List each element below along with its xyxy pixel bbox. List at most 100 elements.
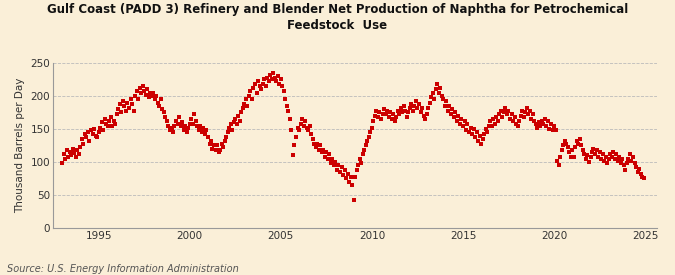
Point: [591, 148, 602, 152]
Point: [86, 128, 97, 133]
Point: [59, 152, 70, 156]
Point: [471, 130, 482, 134]
Point: [360, 143, 371, 148]
Point: [95, 125, 105, 130]
Point: [265, 73, 275, 77]
Point: [104, 119, 115, 123]
Point: [363, 135, 374, 139]
Point: [560, 139, 570, 143]
Point: [286, 128, 297, 133]
Point: [76, 137, 87, 141]
Point: [84, 139, 95, 143]
Point: [537, 119, 547, 123]
Point: [274, 82, 285, 86]
Point: [459, 119, 470, 123]
Point: [190, 119, 201, 123]
Point: [134, 86, 145, 90]
Point: [300, 119, 310, 123]
Point: [620, 168, 630, 172]
Point: [70, 155, 81, 160]
Point: [64, 150, 75, 154]
Point: [454, 122, 465, 126]
Point: [301, 125, 312, 130]
Point: [115, 102, 126, 106]
Point: [225, 122, 236, 126]
Point: [335, 170, 346, 174]
Point: [183, 125, 194, 130]
Point: [219, 139, 230, 143]
Point: [289, 143, 300, 148]
Point: [381, 108, 392, 113]
Point: [579, 152, 590, 156]
Point: [72, 148, 83, 152]
Point: [201, 128, 212, 133]
Point: [327, 156, 338, 161]
Point: [189, 112, 200, 117]
Point: [509, 115, 520, 119]
Point: [310, 145, 321, 150]
Point: [119, 104, 130, 108]
Point: [348, 198, 359, 202]
Point: [448, 115, 459, 119]
Point: [503, 108, 514, 113]
Point: [608, 150, 618, 154]
Point: [154, 104, 165, 108]
Point: [531, 122, 541, 126]
Point: [639, 176, 649, 181]
Point: [447, 107, 458, 111]
Point: [180, 123, 190, 128]
Point: [205, 139, 216, 143]
Point: [195, 123, 206, 128]
Point: [318, 148, 329, 152]
Point: [342, 172, 353, 176]
Point: [113, 107, 124, 111]
Point: [556, 148, 567, 152]
Point: [406, 102, 416, 106]
Point: [588, 147, 599, 151]
Point: [207, 147, 218, 151]
Point: [186, 117, 196, 121]
Point: [338, 173, 348, 177]
Point: [200, 132, 211, 136]
Point: [124, 106, 134, 110]
Point: [616, 161, 626, 166]
Point: [159, 110, 169, 115]
Point: [146, 94, 157, 98]
Point: [223, 125, 234, 130]
Point: [596, 156, 607, 161]
Point: [502, 112, 512, 117]
Point: [137, 84, 148, 88]
Point: [66, 153, 77, 158]
Point: [344, 180, 354, 184]
Point: [259, 77, 269, 82]
Point: [365, 130, 376, 134]
Point: [526, 117, 537, 121]
Point: [574, 137, 585, 141]
Point: [346, 174, 356, 179]
Point: [629, 161, 640, 166]
Point: [296, 117, 307, 121]
Point: [495, 108, 506, 113]
Point: [213, 150, 224, 154]
Point: [567, 148, 578, 152]
Point: [491, 115, 502, 119]
Point: [436, 94, 447, 98]
Point: [182, 130, 192, 134]
Point: [383, 115, 394, 119]
Point: [520, 110, 531, 115]
Point: [117, 99, 128, 103]
Point: [142, 87, 153, 92]
Point: [157, 107, 168, 111]
Point: [90, 133, 101, 138]
Point: [398, 104, 409, 108]
Point: [400, 108, 410, 113]
Point: [277, 84, 288, 88]
Y-axis label: Thousand Barrels per Day: Thousand Barrels per Day: [15, 78, 25, 213]
Point: [415, 110, 426, 115]
Point: [74, 152, 84, 156]
Point: [122, 100, 133, 105]
Point: [476, 141, 487, 146]
Point: [110, 122, 121, 126]
Point: [196, 130, 207, 134]
Point: [426, 95, 437, 100]
